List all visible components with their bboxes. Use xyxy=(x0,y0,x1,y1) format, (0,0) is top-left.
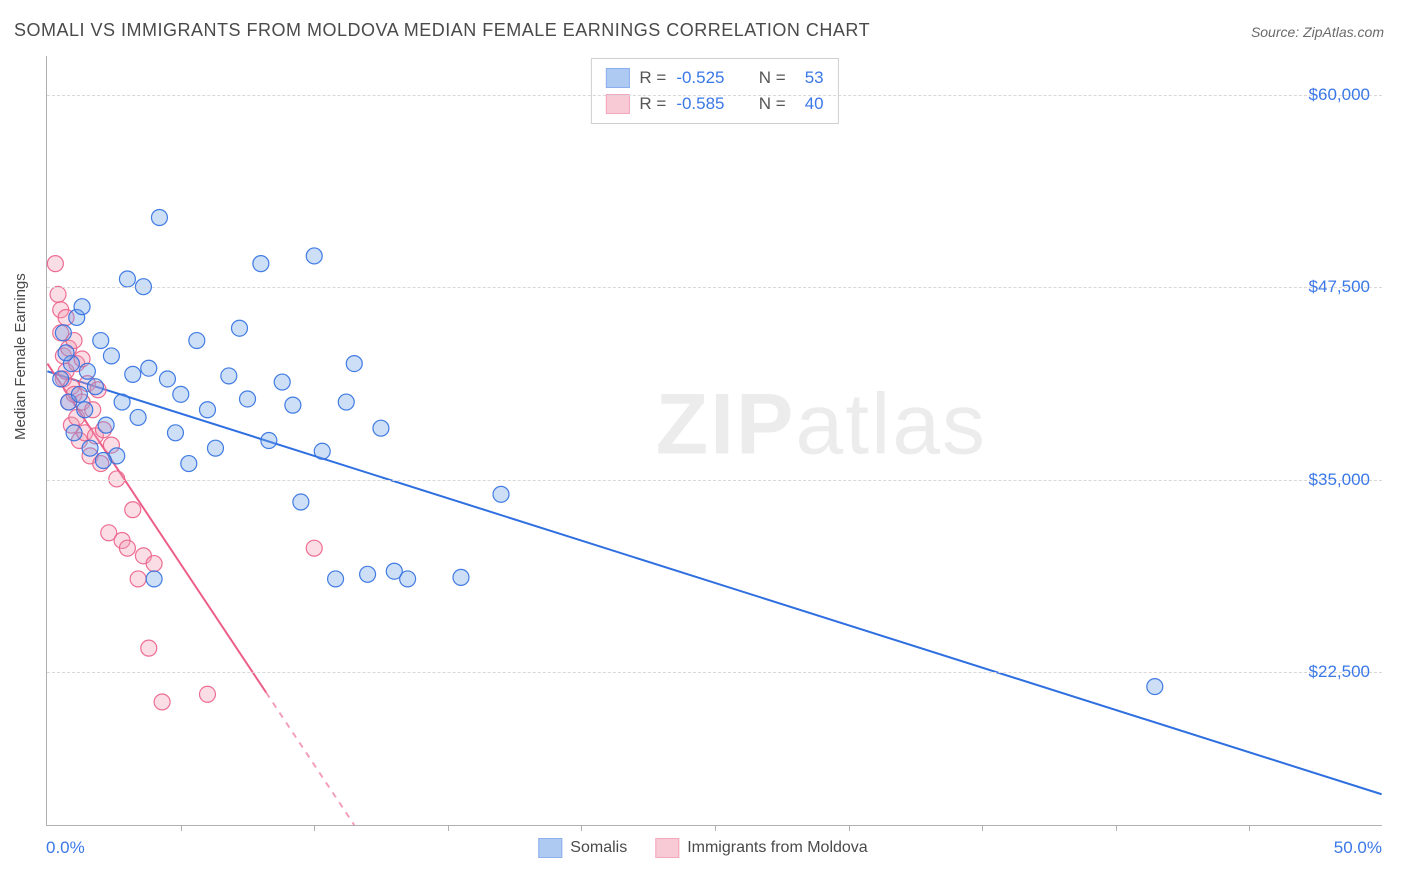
data-point-somalis xyxy=(285,397,301,413)
data-point-moldova xyxy=(199,686,215,702)
r-label: R = xyxy=(639,65,666,91)
data-point-somalis xyxy=(306,248,322,264)
plot-area: ZIPatlas R = -0.525 N = 53 R = -0.585 N … xyxy=(46,56,1382,826)
data-point-somalis xyxy=(274,374,290,390)
data-point-moldova xyxy=(47,256,63,272)
data-point-moldova xyxy=(119,540,135,556)
data-point-somalis xyxy=(95,453,111,469)
stat-legend: R = -0.525 N = 53 R = -0.585 N = 40 xyxy=(590,58,838,124)
data-point-somalis xyxy=(240,391,256,407)
x-tick xyxy=(849,825,850,831)
data-point-somalis xyxy=(77,402,93,418)
data-point-somalis xyxy=(103,348,119,364)
gridline xyxy=(47,672,1382,673)
data-point-somalis xyxy=(58,345,74,361)
data-point-somalis xyxy=(119,271,135,287)
data-point-somalis xyxy=(146,571,162,587)
series-legend: Somalis Immigrants from Moldova xyxy=(538,838,867,858)
gridline xyxy=(47,95,1382,96)
x-tick xyxy=(1116,825,1117,831)
x-tick xyxy=(982,825,983,831)
data-point-somalis xyxy=(328,571,344,587)
data-point-moldova xyxy=(50,286,66,302)
chart-container: SOMALI VS IMMIGRANTS FROM MOLDOVA MEDIAN… xyxy=(0,0,1406,892)
data-point-somalis xyxy=(66,425,82,441)
data-point-moldova xyxy=(306,540,322,556)
legend-label-moldova: Immigrants from Moldova xyxy=(687,839,868,857)
x-tick xyxy=(448,825,449,831)
x-tick xyxy=(314,825,315,831)
data-point-moldova xyxy=(130,571,146,587)
y-tick-label: $60,000 xyxy=(1309,85,1370,105)
legend-label-somalis: Somalis xyxy=(570,839,627,857)
x-tick xyxy=(715,825,716,831)
y-tick-label: $22,500 xyxy=(1309,662,1370,682)
data-point-somalis xyxy=(400,571,416,587)
data-point-somalis xyxy=(373,420,389,436)
data-point-somalis xyxy=(173,386,189,402)
y-tick-label: $35,000 xyxy=(1309,470,1370,490)
swatch-somalis xyxy=(605,68,629,88)
data-point-somalis xyxy=(453,569,469,585)
data-point-moldova xyxy=(141,640,157,656)
scatter-points-layer xyxy=(47,56,1382,825)
data-point-somalis xyxy=(151,210,167,226)
data-point-somalis xyxy=(167,425,183,441)
data-point-somalis xyxy=(207,440,223,456)
x-tick xyxy=(181,825,182,831)
x-tick xyxy=(1249,825,1250,831)
data-point-somalis xyxy=(493,486,509,502)
data-point-somalis xyxy=(114,394,130,410)
data-point-somalis xyxy=(293,494,309,510)
data-point-somalis xyxy=(71,386,87,402)
n-label: N = xyxy=(759,65,786,91)
data-point-somalis xyxy=(1147,679,1163,695)
n-value-somalis: 53 xyxy=(796,65,824,91)
data-point-somalis xyxy=(232,320,248,336)
swatch-moldova xyxy=(605,94,629,114)
data-point-somalis xyxy=(79,363,95,379)
data-point-moldova xyxy=(125,502,141,518)
r-value-somalis: -0.525 xyxy=(676,65,724,91)
legend-item-somalis: Somalis xyxy=(538,838,627,858)
chart-title: SOMALI VS IMMIGRANTS FROM MOLDOVA MEDIAN… xyxy=(14,20,870,41)
data-point-somalis xyxy=(360,566,376,582)
data-point-somalis xyxy=(141,360,157,376)
data-point-somalis xyxy=(181,456,197,472)
data-point-somalis xyxy=(53,371,69,387)
stat-legend-row-somalis: R = -0.525 N = 53 xyxy=(605,65,823,91)
data-point-somalis xyxy=(253,256,269,272)
data-point-somalis xyxy=(159,371,175,387)
y-tick-label: $47,500 xyxy=(1309,277,1370,297)
data-point-somalis xyxy=(189,333,205,349)
data-point-somalis xyxy=(74,299,90,315)
gridline xyxy=(47,287,1382,288)
data-point-somalis xyxy=(130,409,146,425)
data-point-moldova xyxy=(154,694,170,710)
data-point-somalis xyxy=(98,417,114,433)
data-point-somalis xyxy=(261,433,277,449)
data-point-somalis xyxy=(87,379,103,395)
data-point-somalis xyxy=(338,394,354,410)
legend-swatch-moldova xyxy=(655,838,679,858)
data-point-somalis xyxy=(221,368,237,384)
data-point-somalis xyxy=(125,366,141,382)
data-point-somalis xyxy=(55,325,71,341)
x-axis-max-label: 50.0% xyxy=(1334,838,1382,858)
data-point-somalis xyxy=(199,402,215,418)
gridline xyxy=(47,480,1382,481)
legend-swatch-somalis xyxy=(538,838,562,858)
data-point-somalis xyxy=(346,356,362,372)
x-tick xyxy=(581,825,582,831)
y-axis-label: Median Female Earnings xyxy=(12,273,29,440)
source-attribution: Source: ZipAtlas.com xyxy=(1251,24,1384,40)
data-point-somalis xyxy=(82,440,98,456)
data-point-somalis xyxy=(314,443,330,459)
legend-item-moldova: Immigrants from Moldova xyxy=(655,838,868,858)
x-axis-min-label: 0.0% xyxy=(46,838,85,858)
data-point-moldova xyxy=(146,556,162,572)
data-point-somalis xyxy=(93,333,109,349)
